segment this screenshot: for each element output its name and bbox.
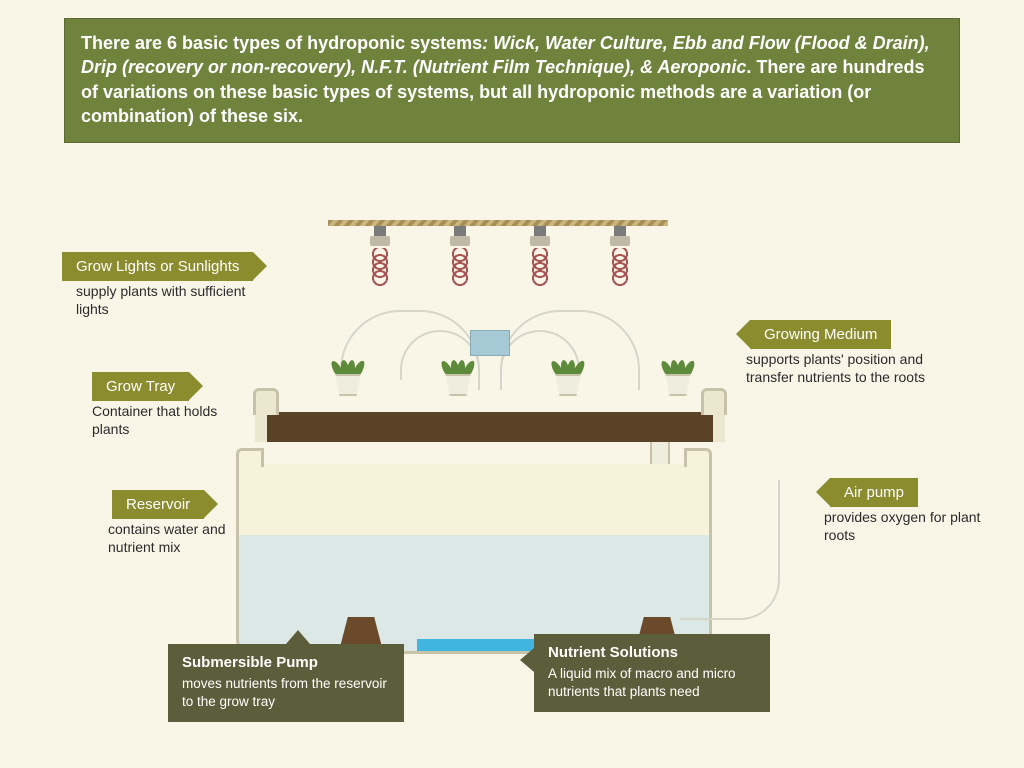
desc-subpump: moves nutrients from the reservoir to th… [182,675,390,710]
plant-icon [327,374,369,396]
reservoir-tank [236,464,712,654]
air-tube [680,480,780,620]
plant-icon [437,374,479,396]
desc-reservoir: contains water and nutrient mix [108,520,258,556]
grow-light-bulb-icon [520,226,560,306]
nutrient-bar [417,639,537,651]
grow-tray [255,412,725,442]
label-reservoir: Reservoir [112,490,204,519]
desc-nutrient: A liquid mix of macro and micro nutrient… [548,665,756,700]
desc-medium: supports plants' position and transfer n… [746,350,956,386]
arrow-up-icon [286,630,310,644]
grow-light-bulb-icon [440,226,480,306]
desc-growlights: supply plants with sufficient lights [76,282,246,318]
arrow-left-icon [520,648,534,672]
desc-growtray: Container that holds plants [92,402,242,438]
hydroponic-diagram: Grow Lights or Sunlights supply plants w… [0,180,1024,740]
title-subpump: Submersible Pump [182,654,390,671]
label-growtray: Grow Tray [92,372,189,401]
box-subpump: Submersible Pump moves nutrients from th… [168,644,404,722]
grow-light-bulb-icon [360,226,400,306]
plant-icon [547,374,589,396]
header-prefix: There are 6 basic types of hydroponic sy… [81,33,482,53]
title-nutrient: Nutrient Solutions [548,644,756,661]
plant-icon [657,374,699,396]
desc-airpump: provides oxygen for plant roots [824,508,984,544]
grow-light-bulb-icon [600,226,640,306]
box-nutrient: Nutrient Solutions A liquid mix of macro… [534,634,770,712]
label-growlights: Grow Lights or Sunlights [62,252,253,281]
label-medium: Growing Medium [750,320,891,349]
tube-junction [470,330,510,356]
label-airpump: Air pump [830,478,918,507]
header-infobox: There are 6 basic types of hydroponic sy… [64,18,960,143]
